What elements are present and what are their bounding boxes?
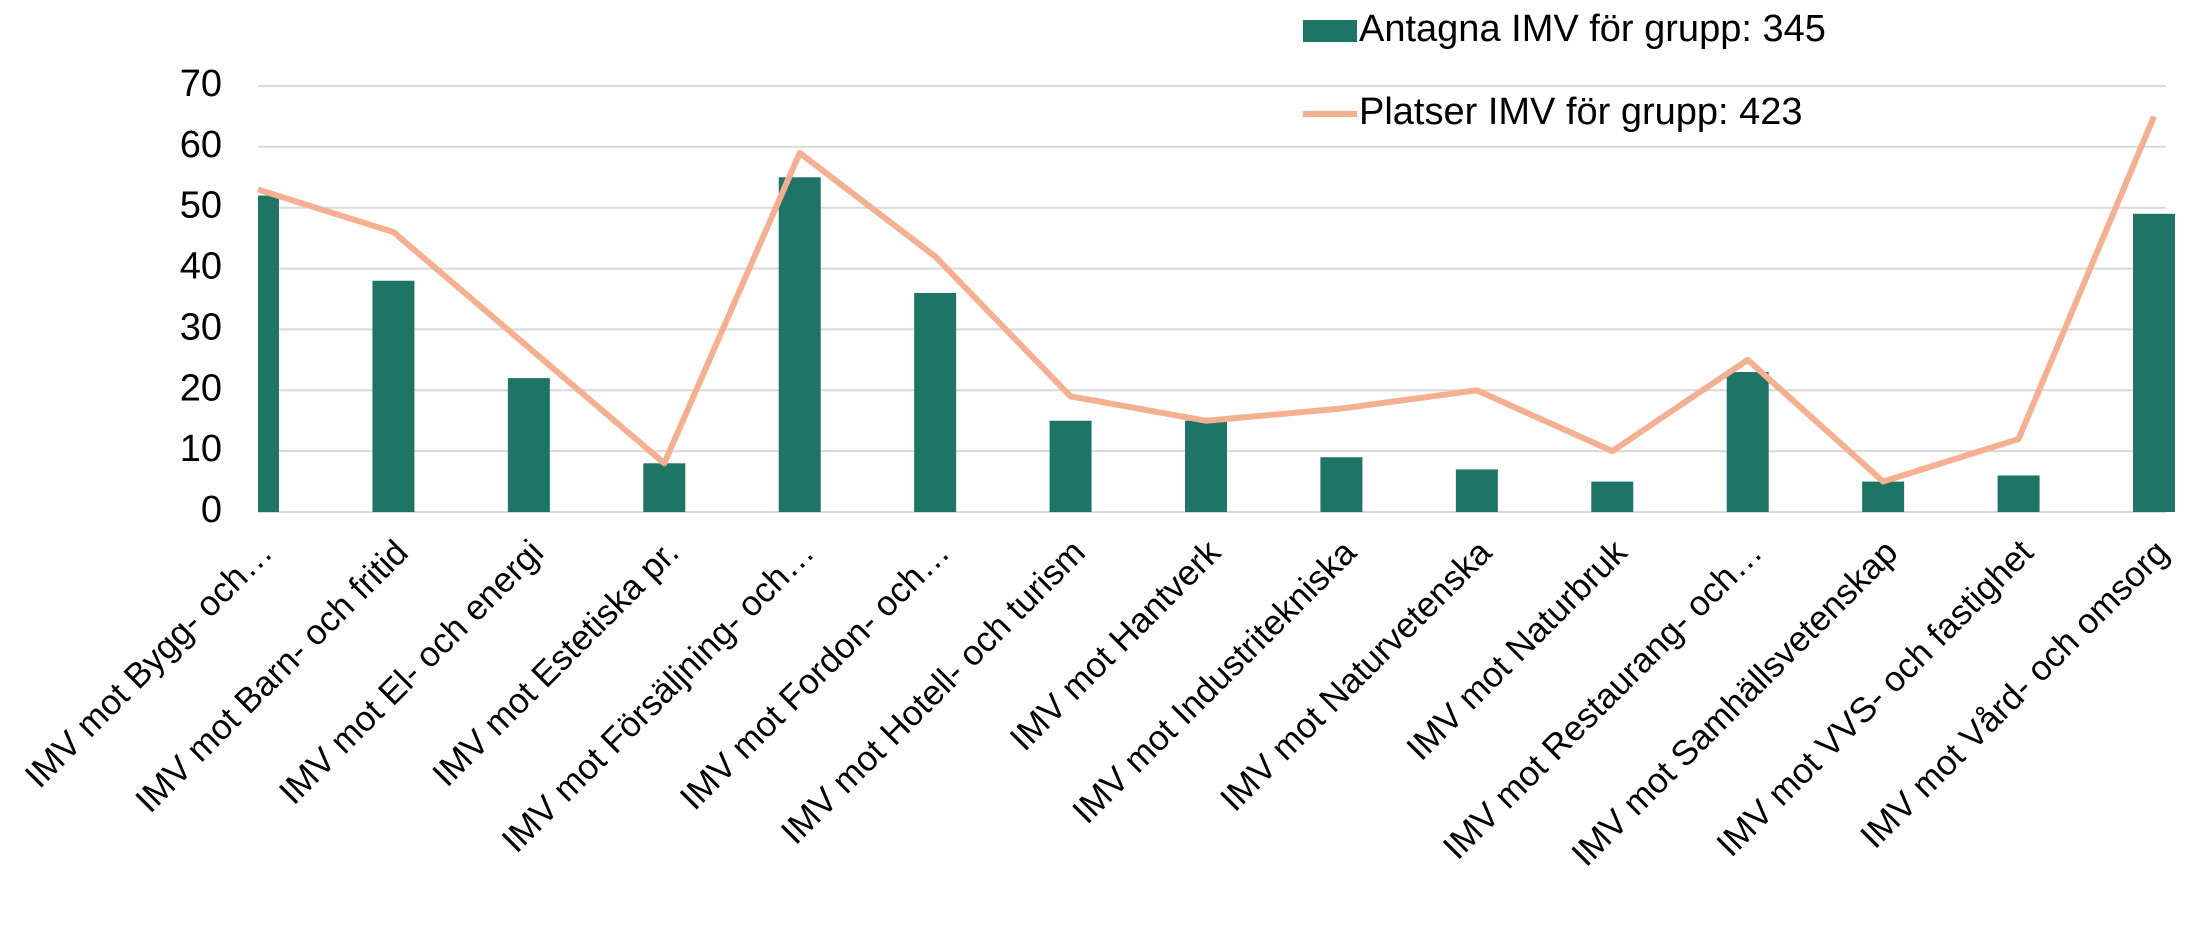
x-tick-label: IMV mot Bygg- och… (17, 533, 280, 796)
legend-label: Platser IMV för grupp: 423 (1359, 91, 1803, 133)
y-tick-label: 0 (201, 489, 222, 531)
bar (2133, 213, 2175, 513)
legend-label: Antagna IMV för grupp: 345 (1359, 8, 1826, 50)
y-tick-label: 70 (180, 63, 222, 105)
bar (507, 378, 550, 512)
y-tick-label: 20 (180, 367, 222, 409)
bar (1049, 420, 1092, 512)
bar (372, 280, 415, 512)
bar (258, 195, 279, 513)
bar (1997, 475, 2040, 512)
y-tick-label: 60 (180, 124, 222, 166)
x-tick-label: IMV mot Naturvetenska (1213, 532, 1500, 819)
plot-area (258, 177, 2175, 513)
x-tick-label: IMV mot Fordon- och… (673, 533, 958, 818)
x-tick-label: IMV mot Naturbruk (1399, 532, 1635, 768)
bar (1591, 481, 1634, 512)
y-tick-label: 40 (180, 246, 222, 288)
legend-swatch (1303, 20, 1357, 42)
bar (643, 463, 686, 512)
y-tick-label: 10 (180, 428, 222, 470)
x-tick-label: IMV mot El- och energi (272, 533, 551, 812)
bar (1726, 372, 1769, 512)
y-tick-label: 50 (180, 185, 222, 227)
bar (1320, 457, 1363, 512)
bar (1455, 469, 1498, 512)
bar (914, 292, 957, 512)
x-tick-label: IMV mot Estetiska pr. (425, 533, 686, 794)
x-tick-label: IMV mot Industritekniska (1065, 532, 1364, 831)
y-tick-label: 30 (180, 306, 222, 348)
bar (1862, 481, 1905, 512)
line (257, 115, 2157, 485)
bar (1185, 420, 1227, 512)
bar (778, 177, 821, 513)
x-tick-label: IMV mot Barn- och fritid (128, 533, 416, 821)
